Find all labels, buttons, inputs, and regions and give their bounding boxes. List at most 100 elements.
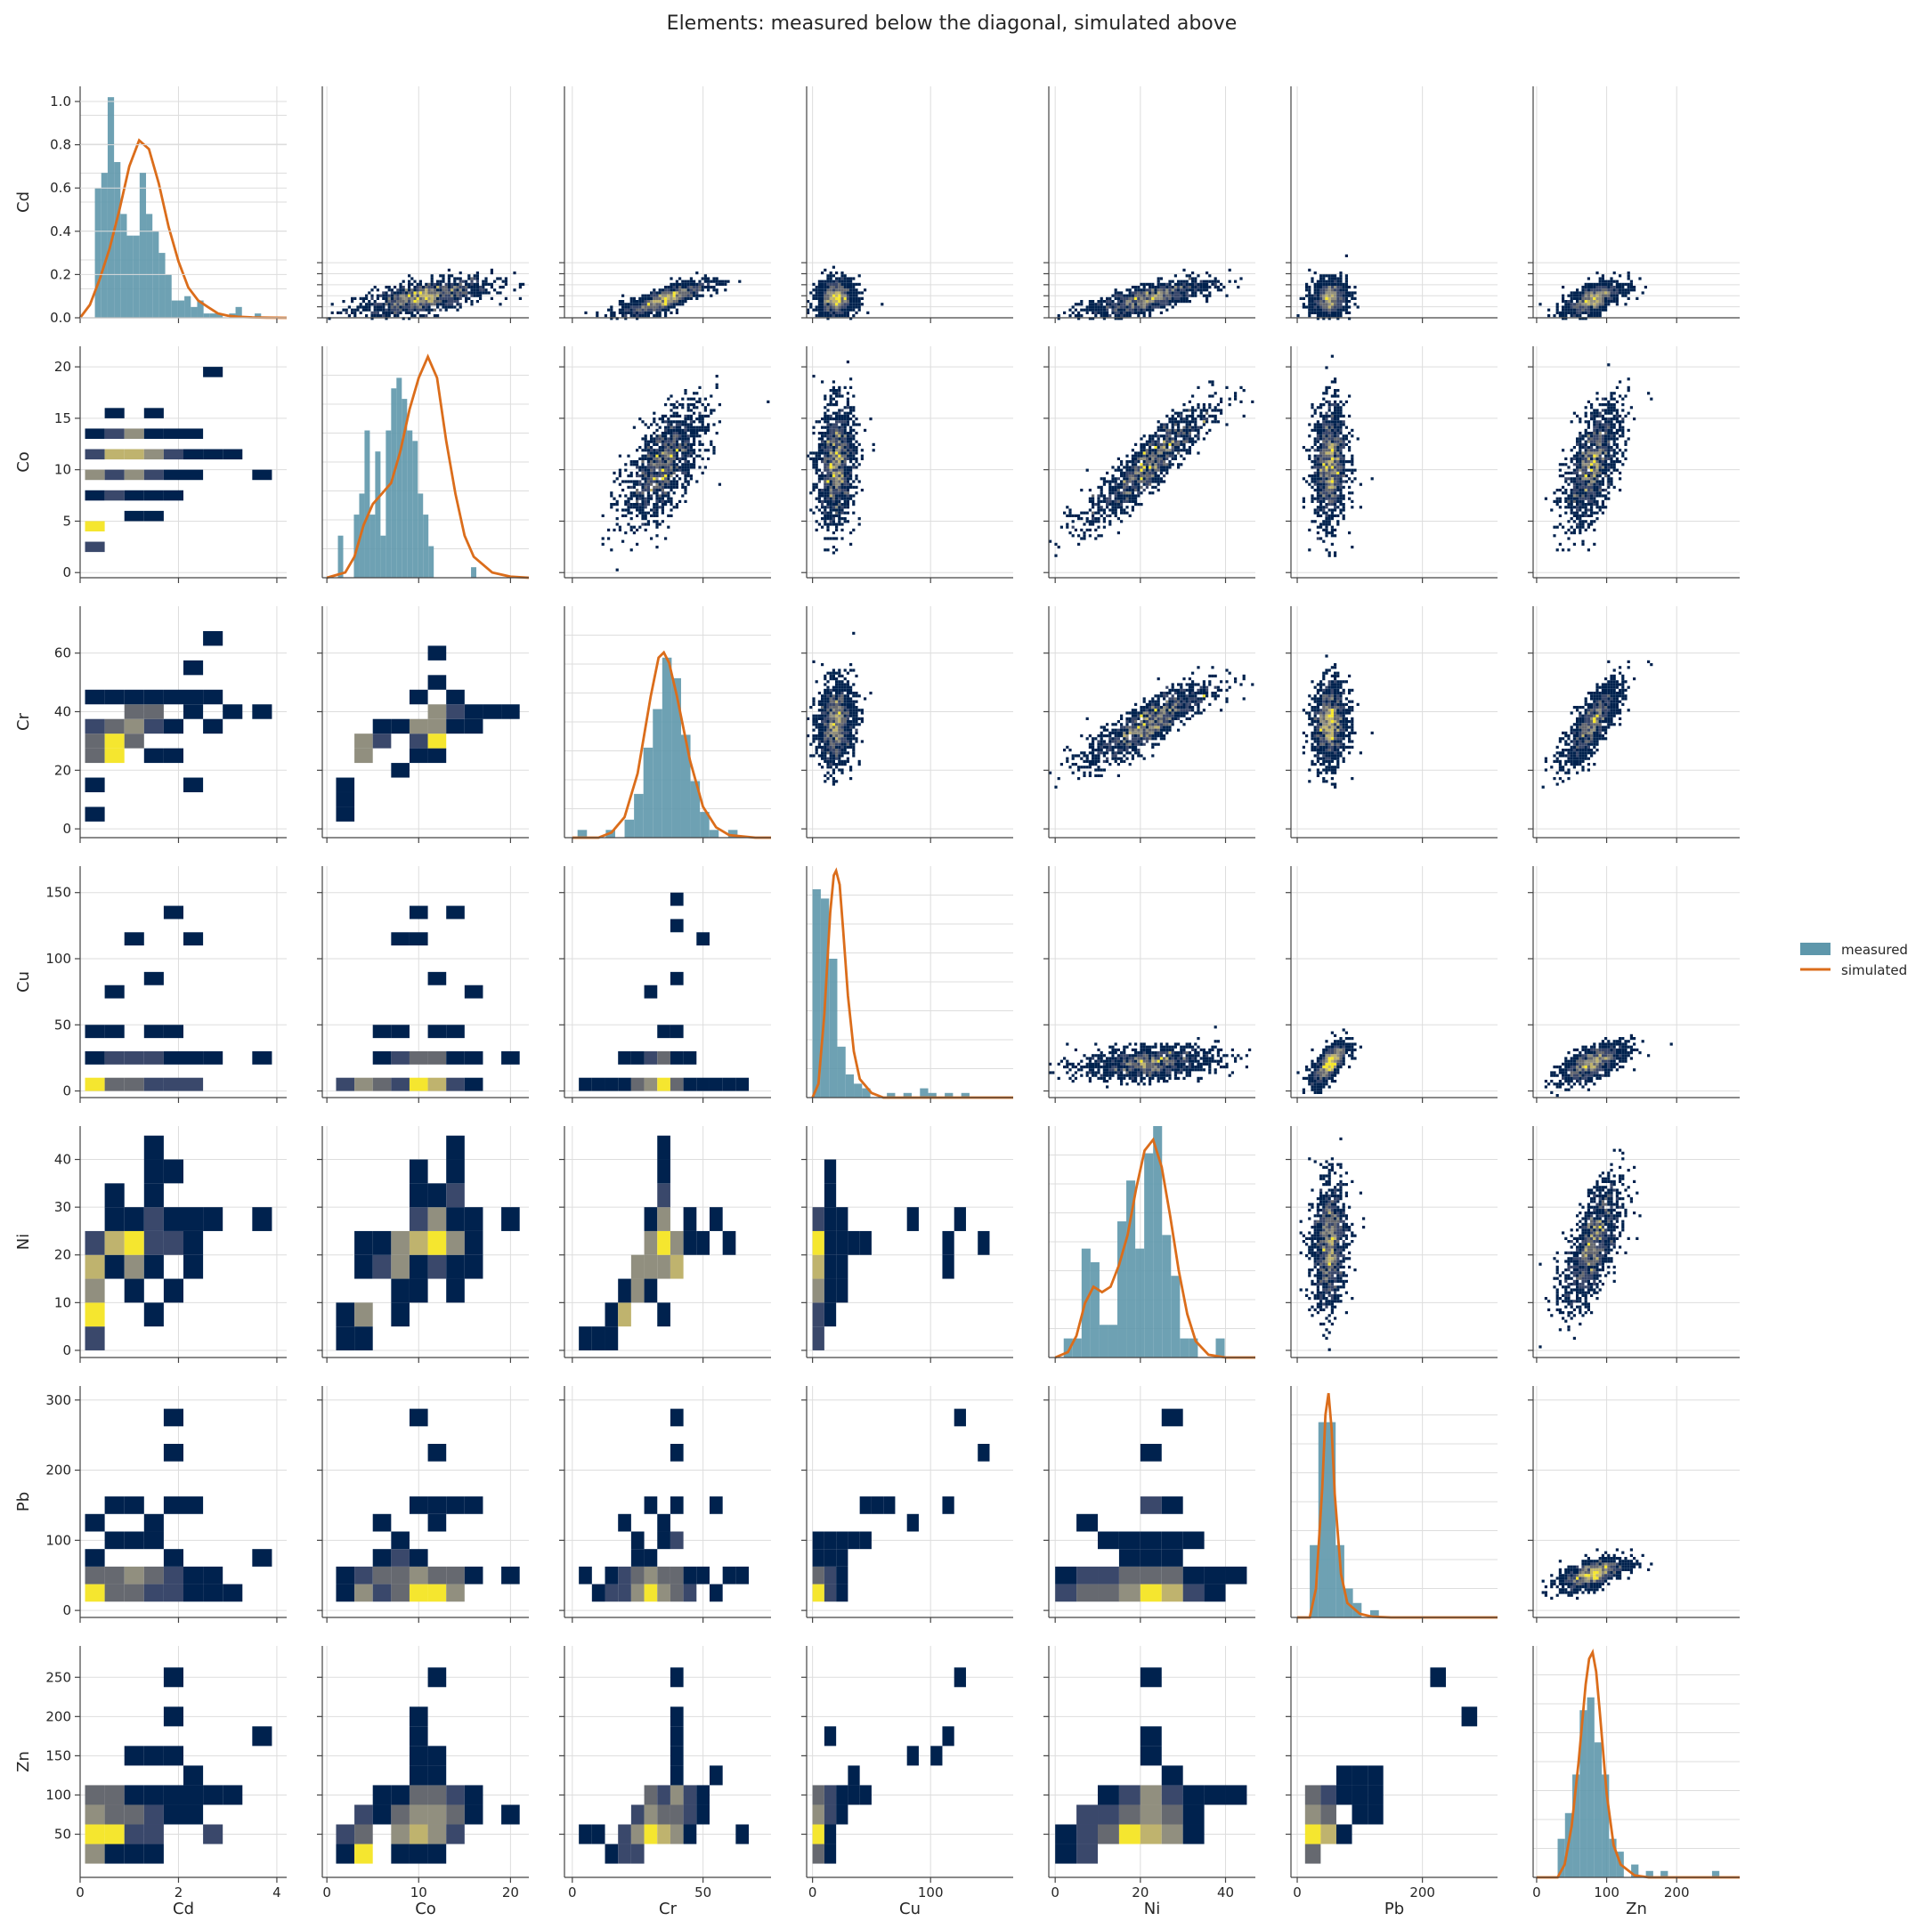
sim-density-cell — [1601, 286, 1604, 289]
sim-density-cell — [703, 466, 707, 469]
sim-density-cell — [1607, 423, 1611, 426]
sim-density-cell — [1564, 497, 1568, 500]
sim-density-cell — [852, 446, 856, 450]
sim-density-cell — [835, 489, 839, 492]
sim-density-cell — [653, 468, 656, 472]
sim-density-cell — [1145, 303, 1149, 306]
sim-density-cell — [672, 466, 676, 469]
sim-density-cell — [824, 548, 827, 552]
sim-density-cell — [1145, 482, 1149, 486]
sim-density-cell — [1208, 280, 1212, 283]
sim-density-cell — [1584, 294, 1587, 297]
sim-density-cell — [1188, 446, 1191, 450]
sim-density-cell — [835, 394, 839, 398]
sim-density-cell — [1205, 432, 1209, 435]
sim-density-cell — [727, 280, 730, 283]
sim-density-cell — [667, 440, 670, 443]
sim-density-cell — [1604, 457, 1608, 460]
sim-density-cell — [843, 468, 847, 472]
sim-density-cell — [829, 477, 832, 481]
hist2d-cell — [143, 469, 164, 481]
sim-density-cell — [385, 303, 388, 306]
sim-density-cell — [670, 311, 673, 314]
sim-density-cell — [1123, 311, 1126, 314]
sim-density-cell — [1131, 508, 1134, 512]
sim-density-cell — [840, 517, 844, 521]
sim-density-cell — [835, 426, 839, 429]
sim-density-cell — [1151, 308, 1155, 312]
sim-density-cell — [650, 308, 653, 312]
sim-density-cell — [1325, 305, 1328, 309]
sim-density-cell — [1612, 392, 1616, 395]
sim-density-cell — [1140, 437, 1143, 441]
sim-density-cell — [1194, 420, 1197, 424]
sim-density-cell — [1111, 489, 1115, 492]
sim-density-cell — [1182, 449, 1186, 452]
sim-density-cell — [1567, 308, 1571, 312]
sim-density-cell — [658, 499, 662, 503]
sim-density-cell — [832, 506, 835, 509]
sim-density-cell — [846, 314, 849, 318]
sim-density-cell — [1576, 288, 1579, 292]
sim-density-cell — [672, 403, 676, 407]
sim-density-cell — [684, 474, 687, 478]
sim-density-cell — [402, 294, 405, 297]
sim-density-cell — [1562, 491, 1565, 495]
sim-density-cell — [376, 296, 379, 300]
sim-density-cell — [1339, 485, 1343, 489]
sim-density-cell — [1325, 446, 1328, 450]
sim-density-cell — [1604, 294, 1608, 297]
sim-density-cell — [829, 423, 832, 426]
sim-density-cell — [1163, 305, 1166, 309]
sim-density-cell — [846, 451, 849, 455]
sim-density-cell — [1202, 286, 1205, 289]
sim-density-cell — [387, 311, 391, 314]
sim-density-cell — [1313, 296, 1317, 300]
sim-density-cell — [1334, 446, 1337, 450]
sim-density-cell — [653, 417, 656, 421]
sim-density-cell — [1194, 277, 1197, 280]
sim-density-cell — [373, 286, 377, 289]
sim-density-cell — [402, 303, 405, 306]
sim-density-cell — [410, 294, 414, 297]
sim-density-cell — [387, 288, 391, 292]
sim-density-cell — [456, 286, 459, 289]
sim-density-cell — [1330, 499, 1334, 503]
sim-density-cell — [1322, 471, 1326, 474]
sim-density-cell — [404, 308, 408, 312]
sim-density-cell — [812, 432, 816, 435]
sim-density-cell — [817, 474, 821, 478]
sim-density-cell — [698, 426, 702, 429]
sim-density-cell — [1185, 451, 1189, 455]
sim-density-cell — [1108, 497, 1112, 500]
sim-density-cell — [1319, 426, 1323, 429]
sim-density-cell — [1182, 432, 1186, 435]
sim-density-cell — [629, 511, 633, 515]
sim-density-cell — [1120, 308, 1124, 312]
sim-density-cell — [453, 300, 457, 304]
sim-density-cell — [1572, 291, 1576, 295]
sim-density-cell — [1612, 485, 1616, 489]
sim-density-cell — [1339, 497, 1343, 500]
sim-density-cell — [835, 277, 839, 280]
sim-density-cell — [1120, 471, 1124, 474]
sim-density-cell — [1590, 291, 1594, 295]
sim-density-cell — [1163, 468, 1166, 472]
sim-density-cell — [433, 286, 436, 289]
sim-density-cell — [1188, 423, 1191, 426]
sim-density-cell — [1604, 280, 1608, 283]
sim-density-cell — [846, 361, 849, 364]
sim-density-cell — [1319, 457, 1323, 460]
sim-density-cell — [1579, 449, 1582, 452]
sim-density-cell — [1610, 282, 1613, 286]
sim-density-cell — [695, 454, 699, 458]
sim-density-cell — [675, 457, 678, 460]
sim-density-cell — [872, 449, 875, 452]
sim-density-cell — [689, 434, 693, 438]
sim-density-cell — [817, 311, 821, 314]
sim-density-cell — [1334, 491, 1337, 495]
sim-density-cell — [655, 520, 659, 523]
sim-density-cell — [1598, 305, 1602, 309]
sim-density-cell — [394, 296, 397, 300]
sim-density-cell — [824, 508, 827, 512]
